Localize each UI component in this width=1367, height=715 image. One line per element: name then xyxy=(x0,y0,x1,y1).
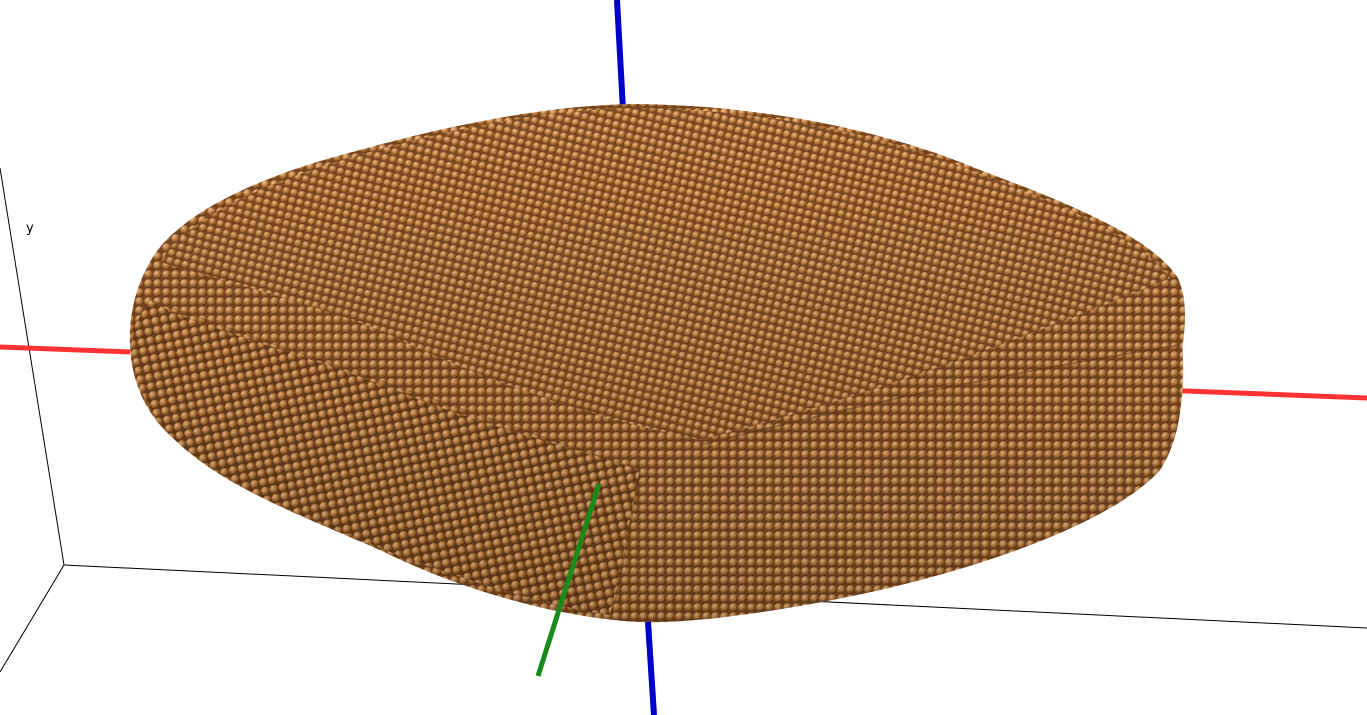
nanoparticle[interactable] xyxy=(129,104,1186,623)
z-axis-lower-segment xyxy=(645,621,657,715)
x-axis-right-segment xyxy=(1159,387,1367,401)
x-axis-icon xyxy=(0,344,131,355)
facet-edge-ridge xyxy=(699,344,1181,446)
box-edge-left-vertical xyxy=(0,167,65,566)
box-edge-bottom-left xyxy=(0,564,65,673)
facet-edge-left xyxy=(149,299,641,471)
axis-label-y: y xyxy=(26,221,34,236)
particle-shading xyxy=(129,104,1186,623)
y-axis-icon xyxy=(535,483,602,677)
facet-edge-front xyxy=(611,469,641,616)
